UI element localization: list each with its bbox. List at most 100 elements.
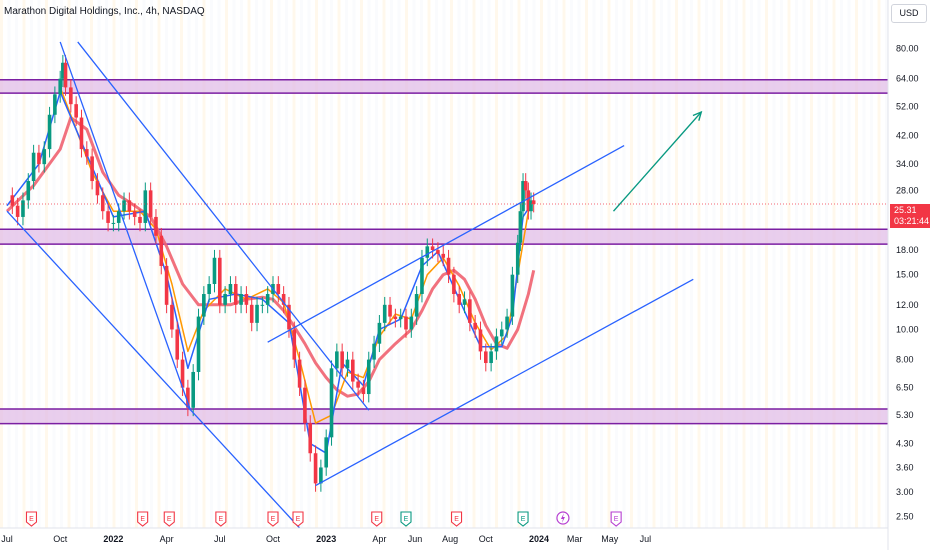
earnings-badge [450, 511, 463, 527]
bg-stripe [487, 0, 491, 528]
candle-body [313, 453, 318, 484]
earnings-letter-icon: E [374, 516, 379, 523]
candle-body [409, 316, 414, 330]
candle-body [281, 294, 286, 305]
candle-body [526, 190, 531, 212]
y-tick-label: 2.50 [896, 512, 914, 522]
currency-selector[interactable]: USD [891, 4, 927, 23]
bolt-icon [560, 513, 565, 523]
bg-stripe [127, 0, 131, 528]
bg-stripe [840, 0, 843, 528]
y-tick-label: 15.00 [896, 270, 919, 280]
candle-body [191, 371, 195, 408]
x-tick-label: 2023 [316, 534, 336, 544]
y-tick-label: 6.50 [896, 383, 914, 393]
candle-body [329, 368, 334, 438]
candle-body [398, 316, 403, 320]
candle-body [351, 359, 355, 382]
bg-stripe [780, 0, 783, 528]
candle-body [154, 216, 158, 236]
bg-stripe [825, 0, 828, 528]
x-tick-label: Apr [160, 534, 174, 544]
candle-body [53, 94, 57, 115]
candle-body [218, 257, 222, 305]
y-tick-label: 18.00 [896, 245, 919, 255]
bg-stripe [570, 0, 573, 528]
candle-body [47, 114, 52, 150]
bg-stripe [210, 0, 213, 528]
earnings-letter-icon: E [614, 516, 619, 523]
bg-stripe [120, 0, 123, 528]
bg-stripe [675, 0, 678, 528]
bg-stripe [697, 0, 701, 528]
bg-stripe [300, 0, 303, 528]
candle-body [164, 265, 169, 305]
candle-body [265, 294, 270, 305]
channel-line [315, 278, 694, 487]
earnings-events: EEEEEEEEEEEE [25, 511, 622, 527]
bg-stripe [450, 0, 453, 528]
candle-body [138, 216, 142, 223]
candle-body [111, 222, 116, 224]
bg-stripe [90, 0, 93, 528]
bg-stripe [472, 0, 476, 528]
y-tick-label: 80.00 [896, 44, 919, 54]
bg-stripe [345, 0, 348, 528]
zone-fill [0, 408, 888, 424]
candle-body [308, 423, 313, 454]
earnings-marker: E [450, 511, 463, 527]
candle-body [79, 117, 84, 150]
candle-body [63, 62, 68, 88]
candle-body [159, 235, 164, 266]
candle-body [494, 336, 499, 352]
bg-stripe [195, 0, 198, 528]
bg-stripe [315, 0, 318, 528]
candle-body [478, 329, 483, 352]
candle-body [515, 242, 520, 275]
earnings-badge [371, 511, 383, 527]
candle-body [356, 381, 360, 388]
candle-body [15, 205, 20, 217]
earnings-badge [610, 511, 622, 527]
candle-body [393, 316, 398, 320]
candle-body [249, 304, 254, 323]
bg-stripe [277, 0, 281, 528]
bg-stripe [0, 0, 3, 528]
earnings-marker: E [163, 511, 175, 527]
candle-body [212, 257, 217, 285]
candle-body [74, 104, 78, 118]
x-tick-label: Mar [567, 534, 583, 544]
candle-body [382, 304, 387, 323]
candle-body [340, 351, 344, 369]
bg-stripe [352, 0, 356, 528]
earnings-marker: E [371, 511, 383, 527]
bg-stripe [735, 0, 738, 528]
bg-stripe [795, 0, 798, 528]
bg-stripe [667, 0, 671, 528]
bg-stripe [330, 0, 333, 528]
candle-body [239, 294, 243, 305]
candle-body [122, 200, 126, 212]
x-tick-label: 2024 [529, 534, 549, 544]
x-tick-label: Jul [640, 534, 652, 544]
bg-stripe [202, 0, 206, 528]
earnings-letter-icon: E [140, 516, 145, 523]
bg-stripe [712, 0, 716, 528]
candle-body [58, 78, 62, 95]
bg-stripe [82, 0, 86, 528]
x-tick-label: Apr [372, 534, 386, 544]
background-stripes [0, 0, 881, 528]
candle-body [529, 200, 533, 212]
bg-stripe [495, 0, 498, 528]
chart-title: Marathon Digital Holdings, Inc., 4h, NAS… [4, 6, 205, 17]
x-tick-label: Jul [1, 534, 13, 544]
bg-stripe [705, 0, 708, 528]
bg-stripe [52, 0, 56, 528]
x-tick-label: Oct [479, 534, 494, 544]
x-tick-label: Jun [408, 534, 423, 544]
candle-body [457, 294, 461, 305]
bg-stripe [75, 0, 78, 528]
x-tick-label: Oct [266, 534, 281, 544]
candle-body [319, 467, 323, 484]
